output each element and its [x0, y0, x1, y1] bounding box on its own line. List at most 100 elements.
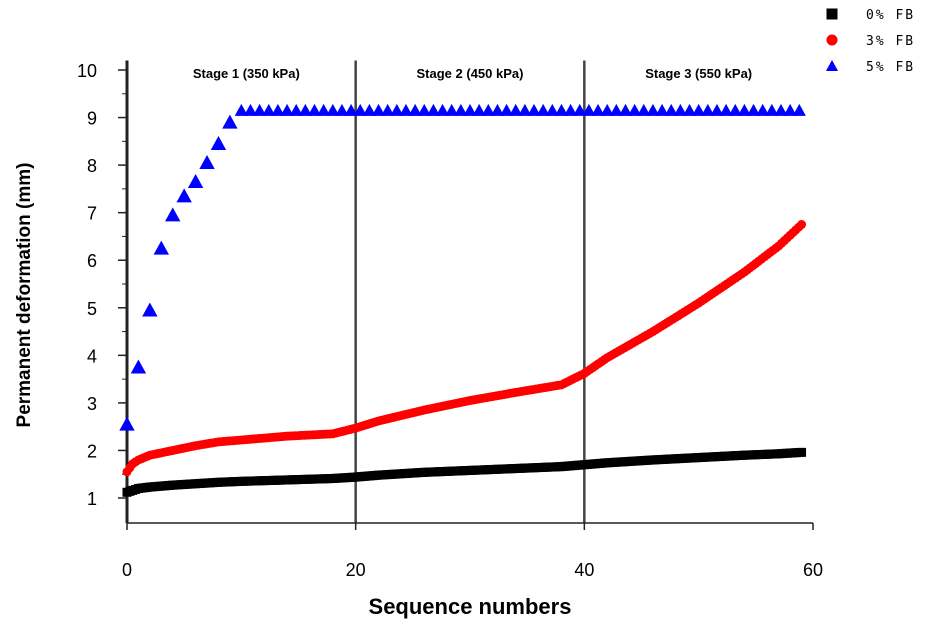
- series-3-point-58: [673, 103, 687, 116]
- y-tick-label-8: 8: [87, 156, 97, 176]
- series-3-point-9: [222, 114, 238, 129]
- series-3-point-24: [362, 103, 376, 116]
- series-1: [122, 447, 807, 497]
- series-3-point-11: [243, 103, 258, 116]
- series-3-point-6: [187, 174, 204, 189]
- series-3-point-53: [628, 103, 642, 116]
- series-3-point-67: [756, 103, 770, 116]
- series-3-point-51: [609, 103, 623, 116]
- series-3-point-40: [509, 103, 523, 116]
- series-3-point-57: [664, 103, 678, 116]
- series-3-point-33: [445, 103, 459, 116]
- series-2: [122, 220, 807, 477]
- series-3-point-52: [618, 103, 633, 116]
- series-3-point-44: [545, 103, 559, 116]
- series-1-point-236: [797, 447, 807, 457]
- series-2-point-236: [797, 220, 807, 230]
- y-tick-label-6: 6: [87, 251, 97, 271]
- series-3-point-35: [463, 103, 477, 116]
- series-3-point-22: [344, 103, 358, 116]
- series-3-point-34: [454, 103, 468, 116]
- series-3-point-64: [728, 103, 742, 116]
- series-3-point-10: [234, 103, 248, 116]
- y-tick-label-4: 4: [87, 346, 97, 366]
- series-3-point-66: [746, 103, 761, 116]
- series-3-point-5: [176, 188, 192, 203]
- y-tick-label-9: 9: [87, 109, 97, 129]
- series-3-point-63: [719, 103, 733, 116]
- series-3-point-28: [399, 103, 413, 116]
- series-3-point-56: [655, 103, 669, 116]
- legend-marker-1: [826, 8, 838, 20]
- stage-label-1: Stage 1 (350 kPa): [193, 66, 300, 81]
- series-3-point-30: [417, 103, 431, 116]
- series-3-point-46: [564, 103, 578, 116]
- stage-label-3: Stage 3 (550 kPa): [645, 66, 752, 81]
- y-tick-label-3: 3: [87, 394, 97, 414]
- series-3-point-48: [582, 103, 596, 116]
- series-3-point-71: [792, 103, 806, 116]
- series-3-point-18: [307, 103, 322, 116]
- series-3-point-70: [783, 103, 797, 116]
- series-3-point-32: [435, 103, 450, 116]
- series-3-point-45: [554, 103, 569, 116]
- y-tick-label-1: 1: [87, 489, 97, 509]
- legend-label-3: 5% FB: [866, 60, 915, 75]
- series-3-point-69: [774, 103, 788, 116]
- y-tick-label-5: 5: [87, 299, 97, 319]
- series-3-point-2: [142, 302, 158, 317]
- x-axis-title: Sequence numbers: [369, 594, 572, 619]
- series-3-point-3: [153, 240, 169, 255]
- series-3-point-38: [490, 103, 505, 116]
- x-tick-label-40: 40: [574, 560, 594, 580]
- series-3-point-36: [472, 103, 486, 116]
- series-3-point-1: [130, 359, 147, 374]
- series-3-point-41: [518, 103, 532, 116]
- y-tick-label-2: 2: [87, 441, 97, 461]
- y-axis-title: Permanent deformation (mm): [14, 163, 35, 428]
- series-3-point-26: [381, 103, 395, 116]
- series-3: [119, 103, 806, 431]
- series-3-point-23: [353, 103, 367, 116]
- series-3-point-19: [317, 103, 331, 116]
- x-tick-label-60: 60: [803, 560, 823, 580]
- series-3-point-49: [591, 103, 605, 116]
- legend-label-1: 0% FB: [866, 8, 915, 23]
- series-3-point-29: [408, 103, 422, 116]
- series-3-point-0: [119, 416, 135, 431]
- legend-label-2: 3% FB: [866, 34, 915, 49]
- y-tick-label-10: 10: [77, 61, 97, 81]
- series-3-point-16: [289, 103, 303, 116]
- series-3-point-54: [637, 103, 651, 116]
- series-3-point-4: [165, 207, 181, 222]
- series-3-point-20: [326, 103, 340, 116]
- legend-marker-2: [826, 34, 838, 46]
- series-3-point-17: [298, 103, 312, 116]
- series-3-point-55: [646, 103, 660, 116]
- series-3-point-47: [573, 103, 587, 116]
- legend-marker-3: [825, 59, 839, 71]
- series-3-point-61: [701, 103, 715, 116]
- series-3-point-31: [426, 103, 441, 116]
- series-3-point-13: [262, 103, 276, 116]
- series-3-point-62: [710, 103, 724, 116]
- series-3-point-65: [737, 103, 751, 116]
- stage-label-2: Stage 2 (450 kPa): [417, 66, 524, 81]
- x-tick-label-20: 20: [346, 560, 366, 580]
- series-3-point-7: [199, 155, 215, 170]
- x-tick-label-0: 0: [122, 560, 132, 580]
- series-3-point-50: [600, 103, 614, 116]
- series-3-point-60: [692, 103, 706, 116]
- series-3-point-42: [527, 103, 541, 116]
- series-3-point-21: [335, 103, 349, 116]
- series-3-point-12: [253, 103, 267, 116]
- series-3-point-8: [210, 136, 227, 151]
- series-3-point-25: [371, 103, 386, 116]
- series-3-point-27: [390, 103, 404, 116]
- y-tick-label-7: 7: [87, 204, 97, 224]
- series-3-point-43: [536, 103, 550, 116]
- series-3-point-59: [682, 103, 697, 116]
- series-3-point-68: [765, 103, 779, 116]
- series-3-point-15: [280, 103, 294, 116]
